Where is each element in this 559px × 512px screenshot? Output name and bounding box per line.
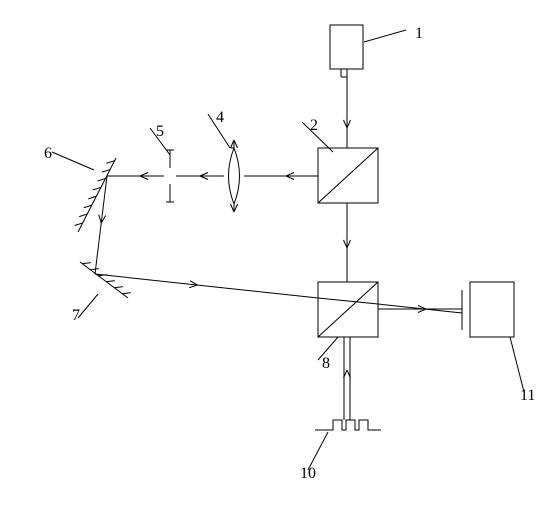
mirror-6: [78, 158, 116, 232]
source-box: [330, 25, 363, 69]
leader-1: [364, 30, 406, 42]
mirror-7: [80, 262, 128, 298]
label-7: 7: [72, 307, 80, 324]
lens-right: [234, 148, 240, 204]
label-1: 1: [415, 25, 423, 42]
lens-left: [229, 148, 235, 204]
ray-ref-to-bs: [95, 274, 318, 298]
ray-ref-through-bs: [318, 298, 378, 304]
leader-6: [52, 152, 94, 170]
label-2: 2: [310, 117, 318, 134]
optical-diagram: 1 2 4 5 6 7 8 10 11: [0, 0, 559, 512]
sample-surface: [315, 420, 381, 430]
label-6: 6: [44, 145, 52, 162]
leader-11: [510, 337, 524, 392]
label-4: 4: [216, 109, 224, 126]
label-10: 10: [300, 465, 316, 482]
leader-7: [78, 294, 98, 318]
ray-mirror6-to-7: [95, 176, 107, 274]
label-8: 8: [322, 355, 330, 372]
label-11: 11: [520, 387, 535, 404]
detector-box: [470, 282, 514, 337]
label-5: 5: [156, 123, 164, 140]
